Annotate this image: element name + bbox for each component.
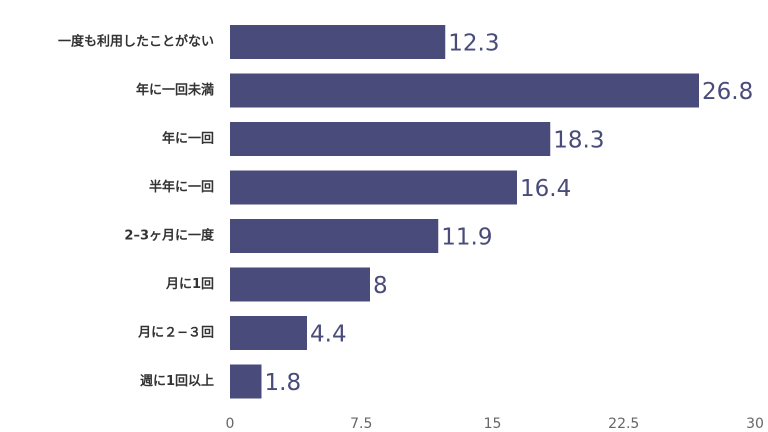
value-label: 18.3 xyxy=(553,128,604,154)
value-label: 4.4 xyxy=(310,322,347,348)
value-label: 11.9 xyxy=(441,225,492,251)
bar xyxy=(230,122,551,156)
value-label: 16.4 xyxy=(520,176,571,202)
x-tick-label: 30 xyxy=(746,416,764,432)
category-label: 年に一回 xyxy=(162,131,214,147)
category-label: 半年に一回 xyxy=(149,179,214,195)
category-label: 週に1回以上 xyxy=(140,374,214,389)
value-label: 12.3 xyxy=(448,31,499,57)
x-tick-label: 0 xyxy=(226,416,235,432)
bar xyxy=(230,316,307,350)
x-tick-label: 22.5 xyxy=(608,416,639,432)
x-tick-label: 15 xyxy=(484,416,502,432)
bar xyxy=(230,73,699,108)
value-label: 8 xyxy=(373,273,388,299)
category-label: 2–3ヶ月に一度 xyxy=(124,228,215,244)
value-label: 1.8 xyxy=(265,370,302,396)
category-label: 年に一回未満 xyxy=(136,82,214,98)
bar xyxy=(230,267,370,302)
bar xyxy=(230,170,517,205)
bar xyxy=(230,219,439,253)
bar xyxy=(230,25,446,59)
category-label: 一度も利用したことがない xyxy=(58,34,214,50)
category-label: 月に２−３回 xyxy=(137,326,214,341)
x-tick-label: 7.5 xyxy=(350,416,372,432)
value-label: 26.8 xyxy=(702,79,753,105)
bar xyxy=(230,364,262,399)
category-label: 月に1回 xyxy=(165,277,214,292)
